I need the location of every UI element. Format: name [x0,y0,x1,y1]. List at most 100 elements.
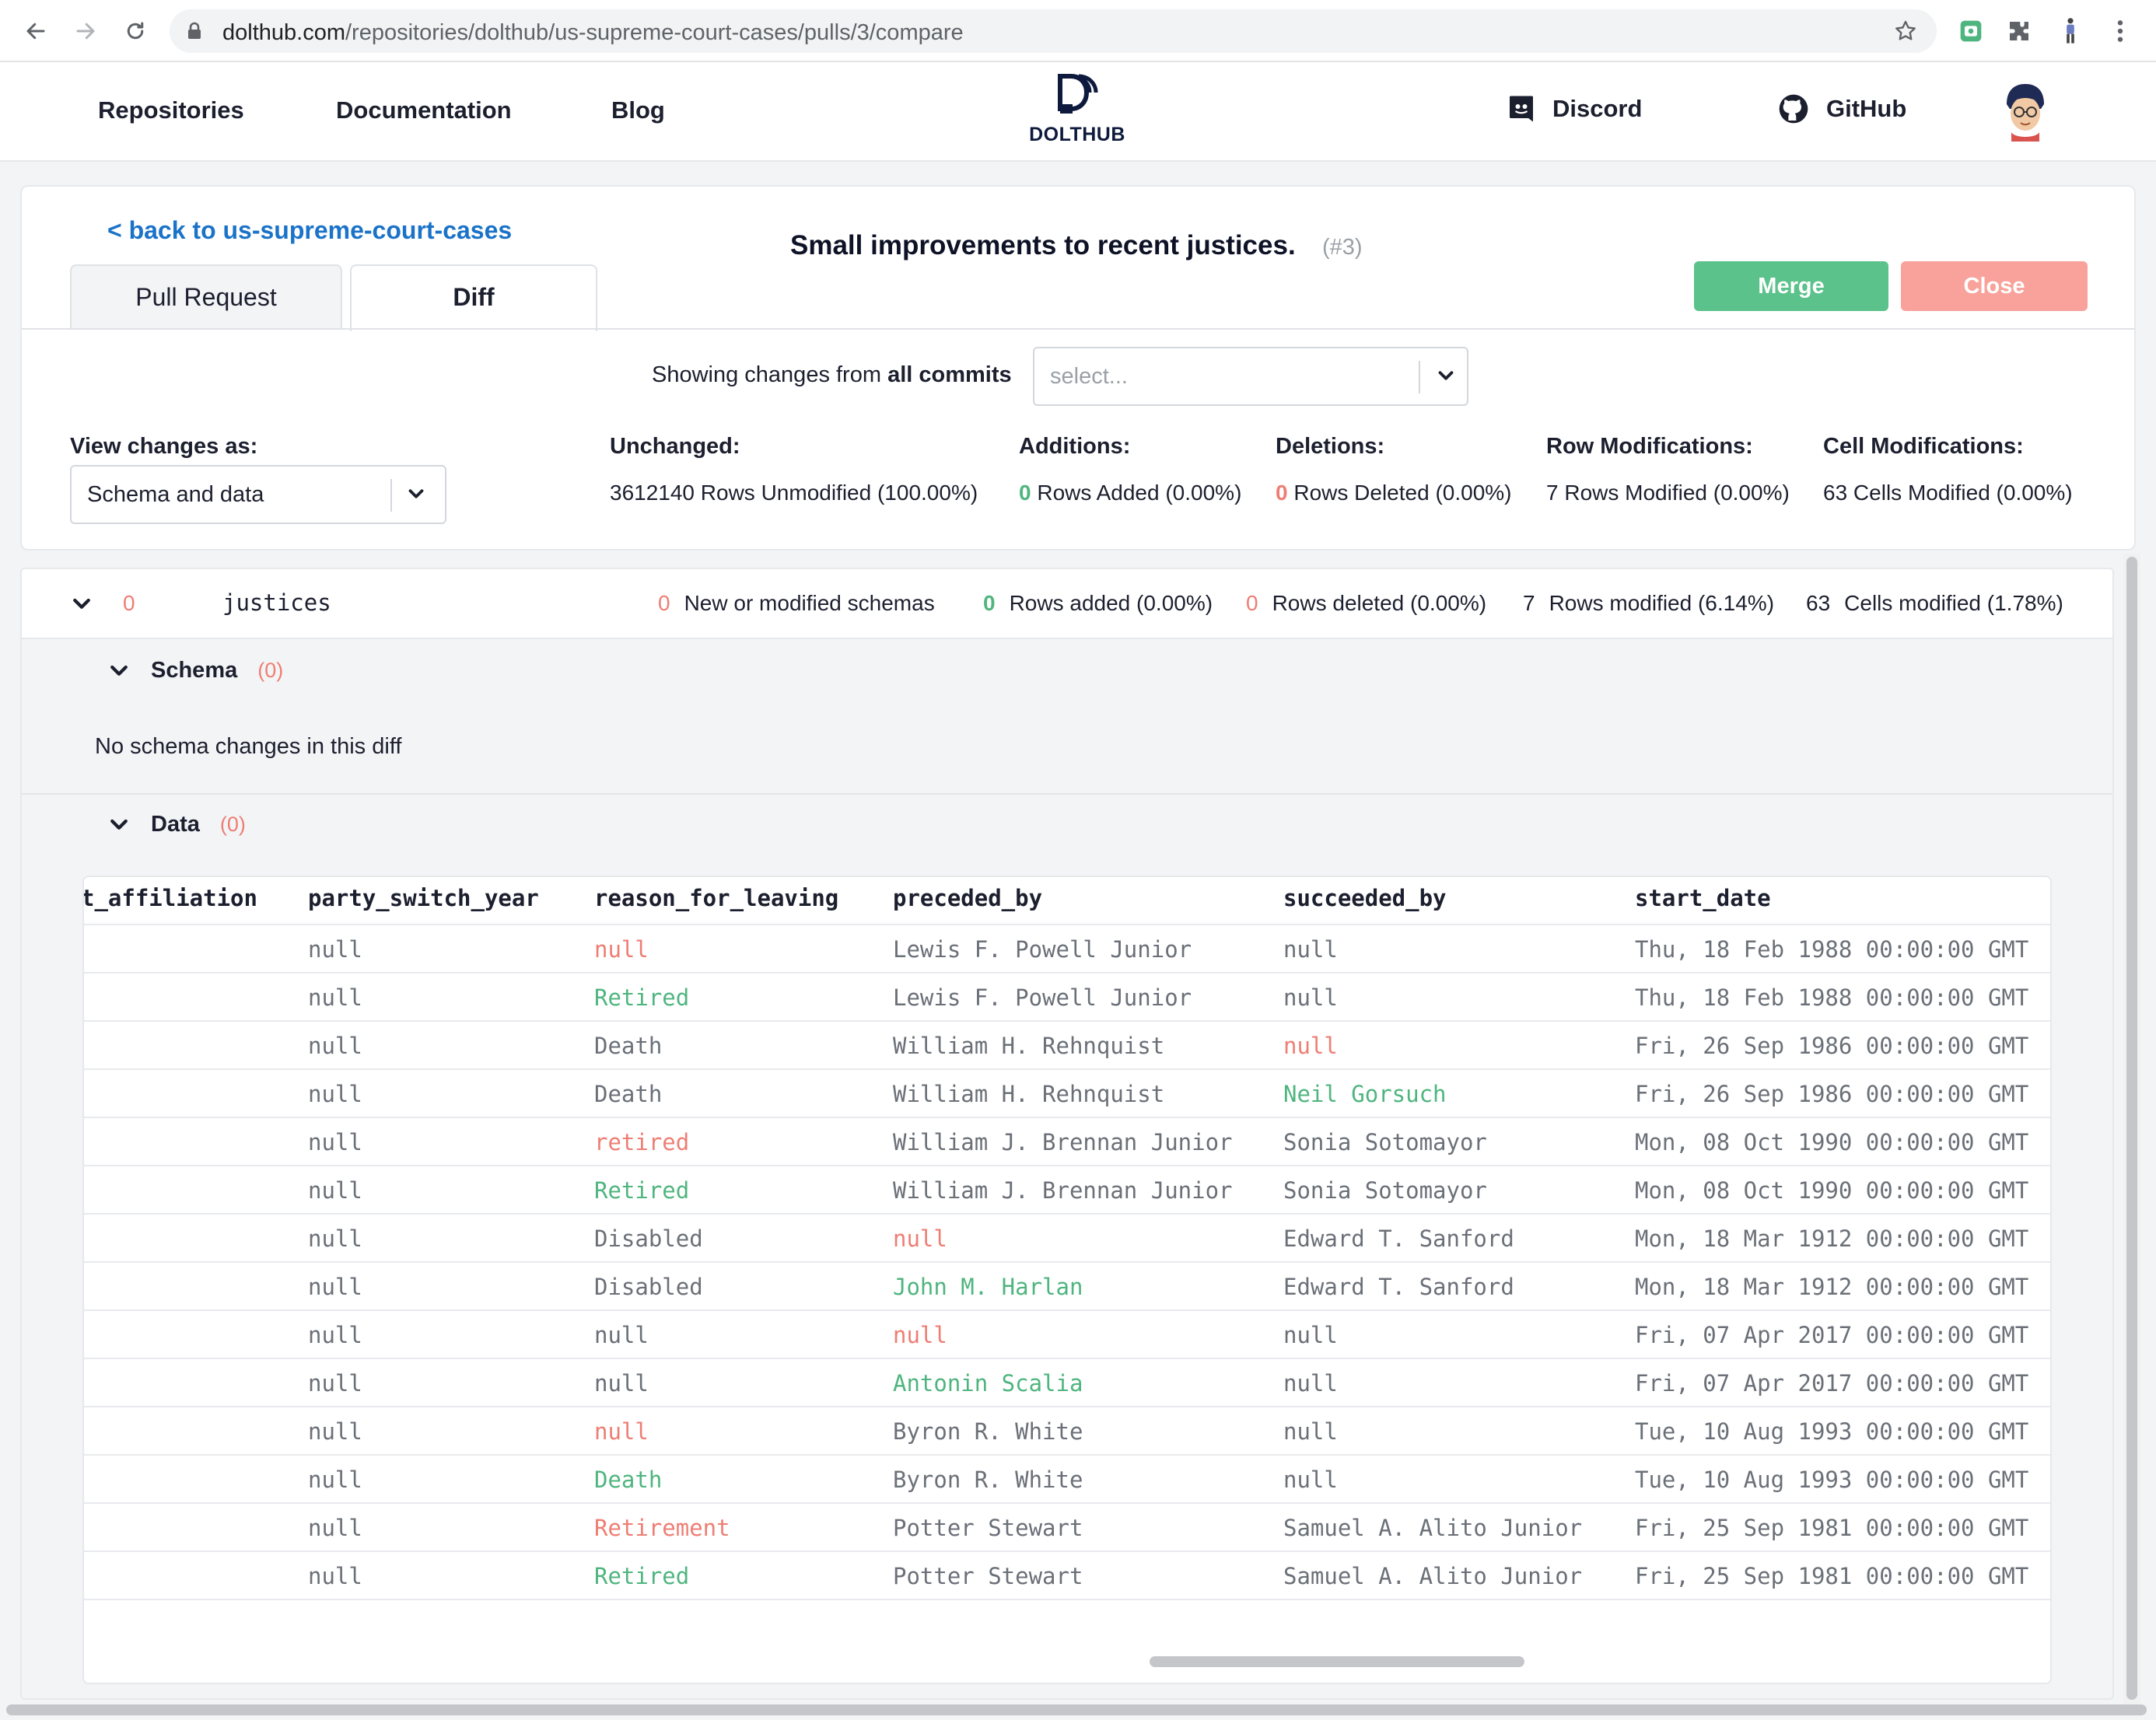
forward-arrow-icon[interactable] [70,16,101,47]
party-switch-year-cell: null [308,1467,362,1493]
table-diff-card: 0 justices 0 New or modified schemas 0 Row… [20,568,2114,1700]
bookmark-star-icon[interactable] [1893,19,1918,47]
reason-for-leaving-cell: Retirement [594,1515,730,1541]
nav-blog[interactable]: Blog [611,96,665,124]
table-row: null null Antonin Scalia null Fri, 07 Apr 20… [84,1359,2050,1407]
tab-divider [22,328,2134,330]
reason-for-leaving-cell: Death [594,1081,663,1107]
nav-repositories[interactable]: Repositories [98,96,244,124]
cells-modified-stat: 63 Cells modified (1.78%) [1806,591,2063,615]
user-avatar[interactable] [2000,81,2050,142]
preceded-by-cell: William J. Brennan Junior [893,1177,1233,1204]
vertical-scrollbar[interactable] [2126,557,2137,1700]
tab-pull-request[interactable]: Pull Request [70,264,342,330]
start-date-cell: Fri, 07 Apr 2017 00:00:00 GMT [1635,1370,2029,1397]
column-header[interactable]: t_affiliation [82,885,257,911]
dolthub-logo-icon [1058,74,1098,114]
succeeded-by-cell: null [1283,1033,1338,1059]
profile-figure-icon[interactable] [2055,16,2086,47]
view-changes-select[interactable]: Schema and data [70,465,446,524]
commit-select[interactable]: select... [1033,347,1468,406]
column-header[interactable]: reason_for_leaving [594,885,839,911]
puzzle-extensions-icon[interactable] [2004,16,2035,47]
party-switch-year-cell: null [308,1033,362,1059]
preceded-by-cell: Potter Stewart [893,1563,1083,1589]
chevron-down-icon [110,665,128,676]
preceded-by-cell: Lewis F. Powell Junior [893,936,1192,963]
pr-title: Small improvements to recent justices. [790,230,1296,260]
succeeded-by-cell: null [1283,936,1338,963]
extension-icon[interactable] [1955,16,1986,47]
party-switch-year-cell: null [308,1563,362,1589]
reason-for-leaving-cell: null [594,1370,649,1397]
reason-for-leaving-cell: Death [594,1467,663,1493]
reason-for-leaving-cell: Retired [594,984,690,1011]
reload-icon[interactable] [120,16,151,47]
select-divider [390,479,392,512]
table-row: null null Byron R. White null Tue, 10 Aug 19… [84,1407,2050,1456]
succeeded-by-cell: null [1283,1418,1338,1445]
column-header[interactable]: preceded_by [893,885,1043,911]
party-switch-year-cell: null [308,1225,362,1252]
table-row: null Retirement Potter Stewart Samuel A. Al… [84,1504,2050,1552]
start-date-cell: Mon, 18 Mar 1912 00:00:00 GMT [1635,1274,2029,1300]
dolthub-logo[interactable]: DOLTHUB [1027,73,1128,154]
deletions-heading: Deletions: [1276,434,1385,459]
data-section-toggle[interactable]: Data (0) [107,812,246,837]
rows-added-stat: 0 Rows added (0.00%) [983,591,1213,615]
back-arrow-icon[interactable] [20,16,51,47]
cell-modifications-value: 63 Cells Modified (0.00%) [1823,481,2073,505]
table-row: null retired William J. Brennan Junior Soni… [84,1118,2050,1166]
column-header[interactable]: party_switch_year [308,885,539,911]
reason-for-leaving-cell: Disabled [594,1274,703,1300]
logo-wordmark: DOLTHUB [1029,124,1125,145]
table-row: null Death William H. Rehnquist Neil Gorsuc… [84,1070,2050,1118]
nav-documentation[interactable]: Documentation [336,96,512,124]
browser-menu-icon[interactable] [2105,16,2136,47]
table-diff-header[interactable]: 0 justices 0 New or modified schemas 0 Row… [22,569,2112,639]
reason-for-leaving-cell: Retired [594,1177,690,1204]
data-diff-table[interactable]: t_affiliation party_switch_year reason_f… [82,876,2052,1684]
tab-diff[interactable]: Diff [350,264,597,331]
start-date-cell: Fri, 26 Sep 1986 00:00:00 GMT [1635,1033,2029,1059]
merge-button[interactable]: Merge [1694,261,1888,311]
rows-modified-stat: 7 Rows modified (6.14%) [1523,591,1775,615]
select-divider [1419,361,1420,393]
schema-section-toggle[interactable]: Schema (0) [107,658,283,683]
preceded-by-cell: Antonin Scalia [893,1370,1083,1397]
preceded-by-cell: Byron R. White [893,1467,1083,1493]
succeeded-by-cell: null [1283,1322,1338,1348]
table-row: null Disabled John M. Harlan Edward T. Sanf… [84,1263,2050,1311]
schema-count: (0) [257,659,284,682]
party-switch-year-cell: null [308,1515,362,1541]
rows-deleted-stat: 0 Rows deleted (0.00%) [1246,591,1487,615]
table-row: null null Lewis F. Powell Junior null Thu, 1… [84,925,2050,974]
table-row: null Death William H. Rehnquist null Fri, 26… [84,1022,2050,1070]
party-switch-year-cell: null [308,1177,362,1204]
start-date-cell: Thu, 18 Feb 1988 00:00:00 GMT [1635,936,2029,963]
address-bar[interactable]: dolthub.com/repositories/dolthub/us-supr… [170,9,1937,53]
data-count: (0) [219,813,246,836]
close-button[interactable]: Close [1901,261,2088,311]
start-date-cell: Fri, 25 Sep 1981 00:00:00 GMT [1635,1563,2029,1589]
table-row: null null null null Fri, 07 Apr 2017 00:00:0… [84,1311,2050,1359]
column-header[interactable]: succeeded_by [1283,885,1447,911]
succeeded-by-cell: Edward T. Sanford [1283,1225,1514,1252]
page-horizontal-scrollbar[interactable] [6,1704,2147,1715]
table-zero-badge: 0 [123,591,135,615]
reason-for-leaving-cell: Disabled [594,1225,703,1252]
start-date-cell: Thu, 18 Feb 1988 00:00:00 GMT [1635,984,2029,1011]
chevron-down-icon[interactable] [70,593,93,620]
start-date-cell: Fri, 07 Apr 2017 00:00:00 GMT [1635,1322,2029,1348]
back-to-repo-link[interactable]: < back to us-supreme-court-cases [107,216,513,244]
start-date-cell: Mon, 08 Oct 1990 00:00:00 GMT [1635,1177,2029,1204]
column-header[interactable]: start_date [1635,885,1771,911]
party-switch-year-cell: null [308,1370,362,1397]
section-divider [22,793,2112,795]
discord-link[interactable]: Discord [1507,93,1642,124]
preceded-by-cell: John M. Harlan [893,1274,1083,1300]
reason-for-leaving-cell: null [594,1322,649,1348]
horizontal-scrollbar[interactable] [1150,1656,1524,1667]
row-modifications-heading: Row Modifications: [1546,434,1753,459]
github-link[interactable]: GitHub [1778,93,1906,124]
